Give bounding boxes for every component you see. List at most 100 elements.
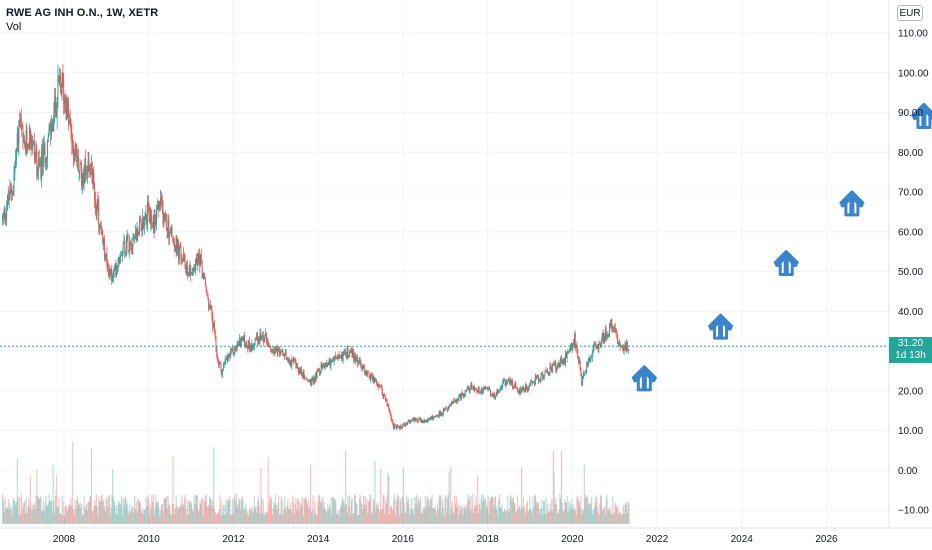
candle-body	[367, 370, 369, 374]
price-axis[interactable]: 110.00100.0090.0080.0070.0060.0050.0040.…	[898, 29, 929, 517]
candle-body	[296, 365, 298, 368]
candle-body	[328, 358, 330, 362]
volume-bar	[528, 510, 530, 524]
candle-body	[535, 375, 537, 380]
candle-body	[280, 350, 282, 353]
volume-bar	[350, 500, 352, 524]
candle-body	[582, 378, 584, 386]
volume-bar	[298, 510, 300, 524]
volume-bar	[50, 500, 53, 524]
candle-body	[320, 364, 322, 373]
volume-bar	[362, 495, 365, 524]
volume-bar	[609, 507, 611, 524]
candle-body	[497, 388, 499, 393]
volume-bar	[411, 498, 413, 524]
candle-body	[69, 120, 71, 123]
volume-bar	[363, 504, 365, 524]
volume-bar	[279, 515, 281, 524]
candle-body	[434, 416, 436, 418]
volume-bar	[423, 509, 425, 524]
volume-bar	[416, 505, 418, 524]
volume-bar	[453, 511, 455, 524]
candle-body	[617, 335, 619, 344]
candle-body	[204, 279, 206, 287]
candle-body	[156, 209, 158, 225]
candle-body	[313, 378, 315, 383]
candle-body	[163, 215, 165, 225]
candle-body	[11, 192, 13, 194]
volume-bar	[147, 494, 149, 524]
volume-bar	[549, 504, 551, 524]
candle-body	[557, 362, 559, 368]
volume-bar	[240, 499, 242, 524]
candle-body	[123, 241, 125, 243]
volume-bar	[86, 510, 88, 524]
candle-body	[628, 349, 630, 351]
candle-body	[72, 143, 74, 147]
volume-bar	[402, 495, 404, 524]
candle-body	[471, 383, 473, 389]
candle-body	[224, 361, 226, 364]
volume-bar	[276, 509, 278, 524]
volume-bar	[308, 508, 310, 524]
candle-body	[193, 268, 195, 273]
candle-body	[525, 385, 527, 389]
candle-body	[116, 268, 118, 269]
volume-bar	[519, 507, 521, 524]
candle-body	[506, 381, 508, 383]
volume-bar	[70, 498, 72, 524]
candle-body	[40, 163, 42, 178]
candle-body	[126, 234, 128, 242]
volume-bar	[121, 495, 123, 524]
volume-bar	[48, 494, 50, 524]
volume-bar	[406, 495, 408, 524]
volume-bar	[574, 509, 576, 524]
volume-bar	[210, 499, 212, 524]
candle-body	[504, 380, 506, 386]
symbol-title[interactable]: RWE AG INH O.N., 1W, XETR	[6, 7, 159, 19]
candle-body	[18, 121, 20, 145]
volume-bar	[284, 507, 286, 524]
x-tick-label: 2018	[476, 534, 499, 545]
volume-bar	[504, 509, 506, 524]
candle-body	[215, 336, 217, 350]
currency-badge[interactable]: EUR	[897, 5, 923, 21]
time-axis[interactable]: 2008 2010 2012 2014 2016 2018 2020 2022 2024 2026	[53, 534, 838, 545]
volume-bar	[604, 514, 607, 524]
candle-body	[483, 389, 485, 390]
candle-body	[174, 246, 176, 250]
candle-body	[54, 96, 56, 115]
candle-body	[376, 382, 378, 385]
volume-bar	[339, 510, 341, 524]
candle-body	[587, 360, 589, 365]
candle-body	[111, 269, 113, 281]
candle-body	[255, 339, 257, 341]
volume-indicator-label[interactable]: Vol	[6, 21, 22, 33]
volume-bar	[318, 496, 320, 524]
candle-body	[402, 423, 404, 426]
volume-bar	[506, 510, 508, 524]
candle-body	[78, 170, 80, 172]
candle-body	[14, 166, 16, 175]
volume-bar	[307, 499, 309, 524]
volume-bar	[418, 500, 420, 524]
candle-body	[488, 388, 490, 390]
volume-bar	[498, 493, 501, 524]
candle-body	[3, 208, 5, 214]
volume-bar	[127, 511, 129, 524]
volume-bar	[293, 513, 295, 524]
candle-body	[598, 344, 600, 349]
candle-body	[145, 213, 147, 224]
volume-bar	[439, 496, 441, 524]
volume-bar	[516, 511, 518, 524]
candle-body	[307, 380, 309, 381]
volume-bar	[455, 503, 457, 524]
candle-body	[482, 389, 484, 393]
volume-bar	[481, 501, 484, 524]
candle-body	[166, 227, 168, 231]
volume-bar	[335, 500, 337, 524]
candle-body	[105, 253, 107, 257]
volume-bar	[301, 497, 304, 524]
